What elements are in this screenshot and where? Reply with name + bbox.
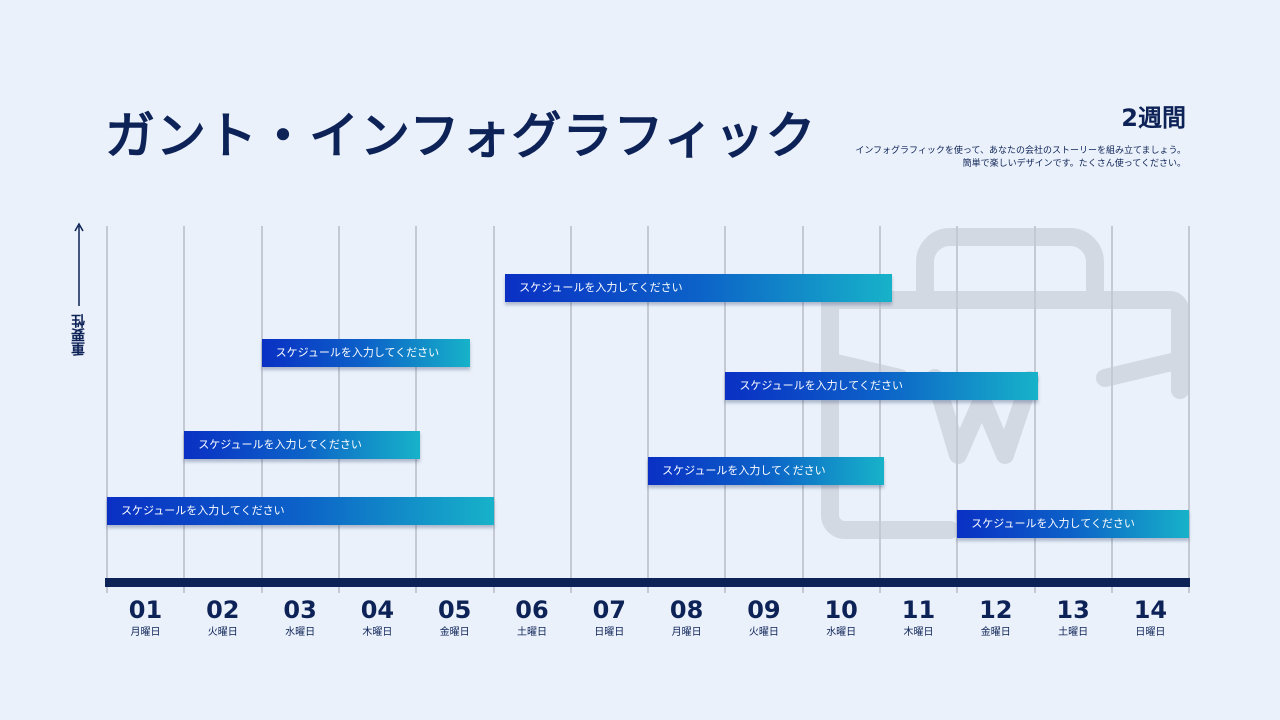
day-number: 12 [979,596,1013,624]
day-name: 日曜日 [1135,627,1166,638]
day-label: 09 火曜日 [725,594,802,640]
day-number: 14 [1133,596,1168,624]
day-label: 10 水曜日 [803,594,880,640]
day-name: 火曜日 [748,627,779,638]
axis-tick [260,587,263,593]
axis-tick [337,587,340,593]
grid-line [647,226,650,582]
timeline-baseline [105,578,1190,587]
day-name: 金曜日 [980,627,1011,638]
day-number: 03 [283,596,317,624]
day-label: 13 土曜日 [1035,594,1112,640]
axis-tick [724,587,727,593]
grid-line [1110,226,1113,582]
day-number: 01 [128,596,163,624]
day-name: 月曜日 [671,627,702,638]
axis-label: 重要性 [71,314,87,356]
grid-line [1033,226,1036,582]
axis-tick [647,587,650,593]
description: インフォグラフィックを使って、あなたの会社のストーリーを組み立てましょう。 簡単… [766,145,1186,171]
day-name: 金曜日 [439,627,470,638]
day-name: 水曜日 [285,627,316,638]
schedule-bar[interactable]: スケジュールを入力してください [725,372,1039,400]
axis-tick [569,587,572,593]
grid-line [569,226,572,582]
day-number: 06 [515,596,549,624]
day-label: 02 火曜日 [184,594,261,640]
importance-axis: 重要性 [64,222,94,356]
day-name: 土曜日 [1058,627,1089,638]
day-number: 11 [901,596,936,624]
schedule-bar[interactable]: スケジュールを入力してください [261,339,471,368]
day-name: 木曜日 [903,627,934,638]
day-name: 火曜日 [207,627,238,638]
axis-tick [956,587,959,593]
schedule-bar[interactable]: スケジュールを入力してください [184,431,421,460]
grid-line [260,226,263,582]
grid-line [337,226,340,582]
grid-line [1188,226,1191,582]
day-name: 木曜日 [362,627,393,638]
description-line: 簡単で楽しいデザインです。たくさん使ってください。 [962,159,1186,169]
day-name: 土曜日 [517,627,547,638]
arrow-up-icon [74,222,84,306]
grid-line [106,226,108,582]
day-label: 08 月曜日 [648,594,725,640]
axis-tick [801,587,804,593]
day-number: 04 [360,596,395,624]
day-number: 10 [824,596,858,624]
grid-line [415,226,418,582]
day-label: 14 日曜日 [1112,594,1189,640]
day-name: 水曜日 [826,627,857,638]
grid-line [492,226,495,582]
schedule-bar[interactable]: スケジュールを入力してください [648,457,884,486]
duration-label: 2週間 [1121,104,1186,132]
day-number: 02 [206,596,240,624]
day-number: 05 [437,596,472,624]
description-line: インフォグラフィックを使って、あなたの会社のストーリーを組み立てましょう。 [855,146,1186,156]
day-label: 04 木曜日 [339,594,416,640]
day-label: 11 木曜日 [880,594,957,640]
axis-tick [1110,587,1113,593]
axis-tick [415,587,418,593]
axis-tick [492,587,495,593]
day-label: 06 土曜日 [494,594,571,640]
grid-line [956,226,959,582]
grid-line [879,226,881,582]
day-label: 03 水曜日 [262,594,339,640]
day-label: 12 金曜日 [957,594,1034,640]
day-number: 09 [747,596,781,624]
schedule-bar[interactable]: スケジュールを入力してください [107,496,494,525]
axis-tick [183,587,186,593]
day-name: 日曜日 [594,627,625,638]
grid-line [724,226,727,582]
axis-tick [106,587,108,593]
day-number: 08 [669,596,704,624]
axis-tick [1188,587,1191,593]
grid-line [801,226,804,582]
schedule-bar[interactable]: スケジュールを入力してください [957,509,1190,538]
axis-tick [1033,587,1036,593]
day-label: 07 日曜日 [571,594,648,640]
day-number: 07 [592,596,626,624]
schedule-bar[interactable]: スケジュールを入力してください [505,273,892,302]
axis-tick [879,587,881,593]
day-label: 05 金曜日 [416,594,493,640]
page-title: ガント・インフォグラフィック [105,107,817,165]
day-name: 月曜日 [130,627,161,638]
day-label: 01 月曜日 [107,594,184,640]
day-number: 13 [1056,596,1090,624]
grid-line [183,226,186,582]
